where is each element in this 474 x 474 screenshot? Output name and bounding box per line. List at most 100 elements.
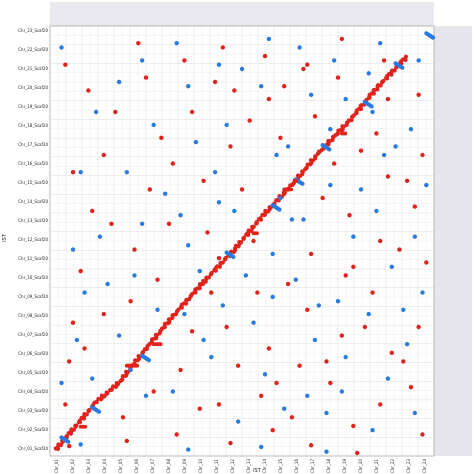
forward-point: [324, 359, 329, 364]
reverse-point: [343, 354, 348, 360]
y-tick-label: Chr_07_Scaf20: [18, 332, 48, 337]
diagonal-forward-point: [381, 78, 386, 84]
forward-point: [320, 195, 325, 201]
forward-point: [362, 324, 368, 330]
reverse-point: [297, 45, 302, 50]
reverse-point: [82, 290, 87, 295]
diagonal-forward-point: [87, 407, 92, 413]
diagonal-forward-point: [392, 68, 397, 73]
forward-point: [408, 385, 414, 390]
forward-point: [170, 161, 176, 166]
x-tick-label: Chr_14: [262, 459, 267, 474]
reverse-point: [308, 92, 314, 98]
reverse-point: [381, 152, 387, 158]
reverse-point: [197, 268, 202, 274]
diagonal-forward-point: [389, 72, 394, 77]
reverse-point: [70, 247, 76, 252]
reverse-point: [224, 122, 229, 128]
x-tick-label: Chr_18: [326, 459, 331, 474]
reverse-point: [316, 303, 321, 308]
x-tick-label: Chr_22: [390, 459, 395, 474]
reverse-point: [78, 170, 83, 175]
forward-point: [201, 178, 206, 183]
forward-point: [282, 84, 287, 89]
diagonal-forward-point: [140, 350, 145, 355]
reverse-point: [270, 294, 275, 300]
diagonal-forward-point: [154, 336, 159, 341]
forward-point: [228, 144, 233, 149]
y-tick-label: Chr_03_Scaf20: [18, 408, 48, 413]
forward-point: [308, 251, 314, 257]
reverse-point: [97, 234, 103, 239]
forward-point: [385, 174, 391, 179]
diagonal-forward-point: [251, 224, 256, 229]
x-tick-label: Chr_08: [166, 459, 171, 474]
reverse-point: [274, 152, 279, 158]
diagonal-forward-point: [74, 423, 79, 428]
forward-point: [416, 324, 421, 330]
forward-point: [178, 367, 183, 373]
diagonal-forward-point: [223, 255, 228, 261]
diagonal-forward-point: [304, 165, 309, 171]
y-tick-label: Chr_20_Scaf20: [18, 85, 48, 90]
reverse-point: [124, 170, 129, 175]
y-tick-label: Chr_23_Scaf20: [18, 28, 48, 33]
forward-point: [328, 380, 333, 386]
reverse-point: [416, 58, 421, 63]
x-tick-label: Chr_12: [230, 459, 235, 474]
forward-point: [147, 187, 153, 192]
forward-point: [351, 423, 356, 429]
reverse-point: [239, 66, 245, 72]
y-tick-label: Chr_10_Scaf20: [18, 275, 48, 280]
reverse-point: [155, 307, 160, 312]
diagonal-forward-point: [349, 117, 354, 123]
forward-point: [63, 62, 68, 67]
offset-segment-point: [201, 282, 206, 286]
reverse-point: [389, 264, 394, 269]
diagonal-forward-point: [282, 190, 287, 195]
forward-point: [67, 359, 72, 364]
diagonal-forward-point: [176, 307, 181, 312]
forward-point: [209, 290, 214, 295]
diagonal-forward-point: [313, 154, 318, 159]
reverse-point: [324, 410, 329, 416]
plot-frame: [49, 25, 435, 457]
reverse-point: [293, 277, 298, 282]
forward-point: [78, 268, 83, 274]
reverse-point: [328, 127, 333, 132]
forward-point: [416, 92, 421, 98]
forward-point: [70, 320, 76, 325]
forward-point: [412, 204, 417, 209]
diagonal-reverse-point: [277, 207, 282, 212]
y-tick-label: Chr_16_Scaf20: [18, 161, 48, 166]
reverse-point: [266, 36, 272, 42]
forward-point: [101, 311, 106, 317]
reverse-point: [143, 393, 149, 398]
y-tick-label: Chr_13_Scaf20: [18, 218, 48, 223]
reverse-point: [312, 337, 318, 343]
reverse-point: [78, 442, 83, 447]
forward-point: [113, 109, 118, 115]
reverse-point: [186, 243, 191, 248]
y-tick-label: Chr_01_Scaf20: [18, 446, 48, 451]
diagonal-forward-point: [105, 390, 110, 396]
reverse-point: [339, 389, 345, 394]
diagonal-forward-point: [220, 260, 225, 265]
reverse-point: [374, 208, 379, 214]
x-tick-label: Chr_19: [342, 459, 347, 474]
x-tick-label: Chr_07: [150, 459, 155, 474]
forward-point: [63, 402, 68, 407]
diagonal-forward-point: [241, 235, 246, 240]
forward-point: [285, 281, 291, 287]
forward-point: [251, 238, 256, 244]
y-tick-label: Chr_18_Scaf20: [18, 123, 48, 128]
forward-point: [166, 221, 172, 226]
forward-point: [67, 443, 72, 449]
diagonal-forward-point: [217, 264, 222, 269]
forward-point: [124, 438, 129, 444]
forward-point: [378, 238, 383, 244]
forward-point: [293, 178, 298, 183]
forward-point: [331, 161, 337, 166]
offset-segment-point: [343, 131, 348, 136]
diagonal-forward-point: [335, 131, 340, 136]
